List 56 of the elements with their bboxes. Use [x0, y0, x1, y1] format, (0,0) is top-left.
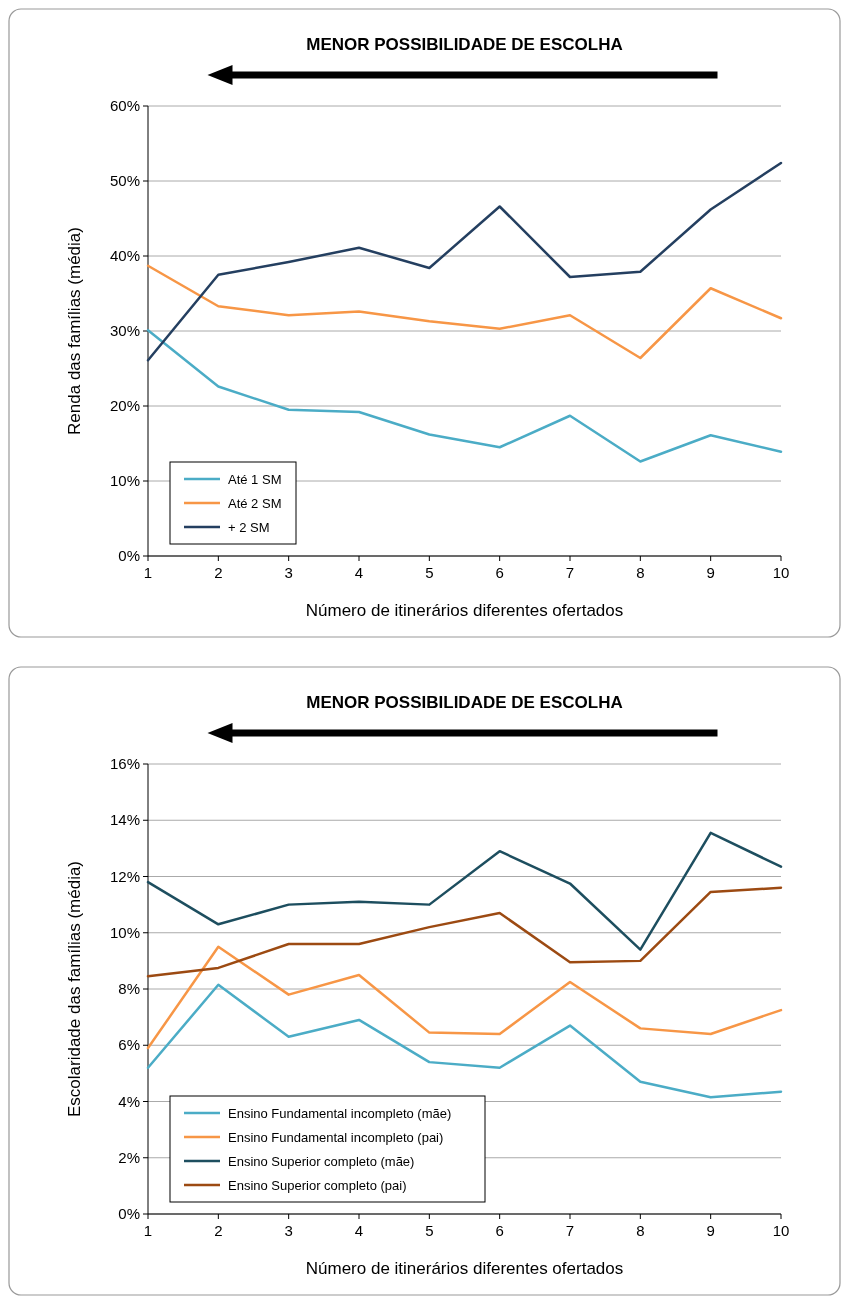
- y-tick-label: 60%: [109, 97, 140, 114]
- y-tick-label: 12%: [109, 867, 140, 885]
- y-tick-label: 40%: [109, 247, 140, 264]
- y-tick-label: 8%: [118, 980, 140, 997]
- x-tick-label: 5: [425, 564, 434, 581]
- y-tick-label: 30%: [109, 322, 140, 339]
- x-tick-label: 1: [143, 564, 153, 581]
- x-tick-label: 2: [214, 564, 223, 581]
- line-series: [146, 886, 783, 978]
- y-tick-label: 20%: [109, 397, 140, 414]
- y-tick-label: 50%: [109, 172, 140, 189]
- x-tick-label: 8: [636, 1222, 645, 1239]
- y-tick-label: 4%: [118, 1092, 140, 1110]
- legend-label: + 2 SM: [228, 520, 270, 535]
- x-tick-label: 4: [354, 1222, 364, 1239]
- line-series: [146, 831, 783, 951]
- y-tick-label: 16%: [109, 755, 140, 772]
- chart-title: MENOR POSSIBILIDADE DE ESCOLHA: [306, 35, 623, 54]
- legend-label: Até 2 SM: [228, 496, 282, 511]
- x-tick-label: 6: [495, 564, 504, 581]
- legend-label: Ensino Fundamental incompleto (pai): [228, 1130, 444, 1145]
- y-tick-label: 10%: [109, 472, 140, 489]
- x-tick-label: 7: [565, 564, 575, 581]
- x-tick-label: 9: [706, 1222, 715, 1239]
- x-tick-label: 4: [354, 564, 364, 581]
- x-tick-label: 10: [772, 1222, 790, 1239]
- x-axis-title: Número de itinerários diferentes ofertados: [305, 601, 624, 620]
- y-tick-label: 10%: [109, 923, 140, 941]
- x-tick-label: 2: [214, 1222, 223, 1239]
- y-axis-title: Escolaridade das famílias (média): [65, 860, 84, 1118]
- y-tick-label: 2%: [118, 1148, 140, 1166]
- x-tick-label: 3: [284, 1222, 293, 1239]
- legend-label: Ensino Fundamental incompleto (mãe): [228, 1106, 452, 1121]
- x-tick-label: 1: [143, 1222, 153, 1239]
- line-series: [146, 329, 783, 463]
- y-tick-label: 6%: [118, 1036, 140, 1054]
- y-tick-label: 14%: [109, 811, 140, 829]
- x-tick-label: 8: [636, 564, 645, 581]
- legend-label: Até 1 SM: [228, 472, 282, 487]
- legend-label: Ensino Superior completo (mãe): [228, 1154, 415, 1169]
- legend-label: Ensino Superior completo (pai): [228, 1178, 407, 1193]
- line-series: [146, 983, 783, 1099]
- x-tick-label: 5: [425, 1222, 434, 1239]
- line-series: [146, 264, 783, 360]
- chart-title: MENOR POSSIBILIDADE DE ESCOLHA: [306, 693, 623, 712]
- line-series: [146, 161, 783, 362]
- line-series: [146, 945, 783, 1050]
- y-tick-label: 0%: [118, 547, 140, 564]
- y-tick-label: 0%: [118, 1205, 140, 1222]
- x-tick-label: 10: [772, 564, 790, 581]
- x-tick-label: 9: [706, 564, 715, 581]
- x-tick-label: 7: [565, 1222, 575, 1239]
- x-tick-label: 3: [284, 564, 293, 581]
- x-axis-title: Número de itinerários diferentes ofertados: [305, 1259, 624, 1278]
- y-axis-title: Renda das famílias (média): [65, 227, 84, 435]
- x-tick-label: 6: [495, 1222, 504, 1239]
